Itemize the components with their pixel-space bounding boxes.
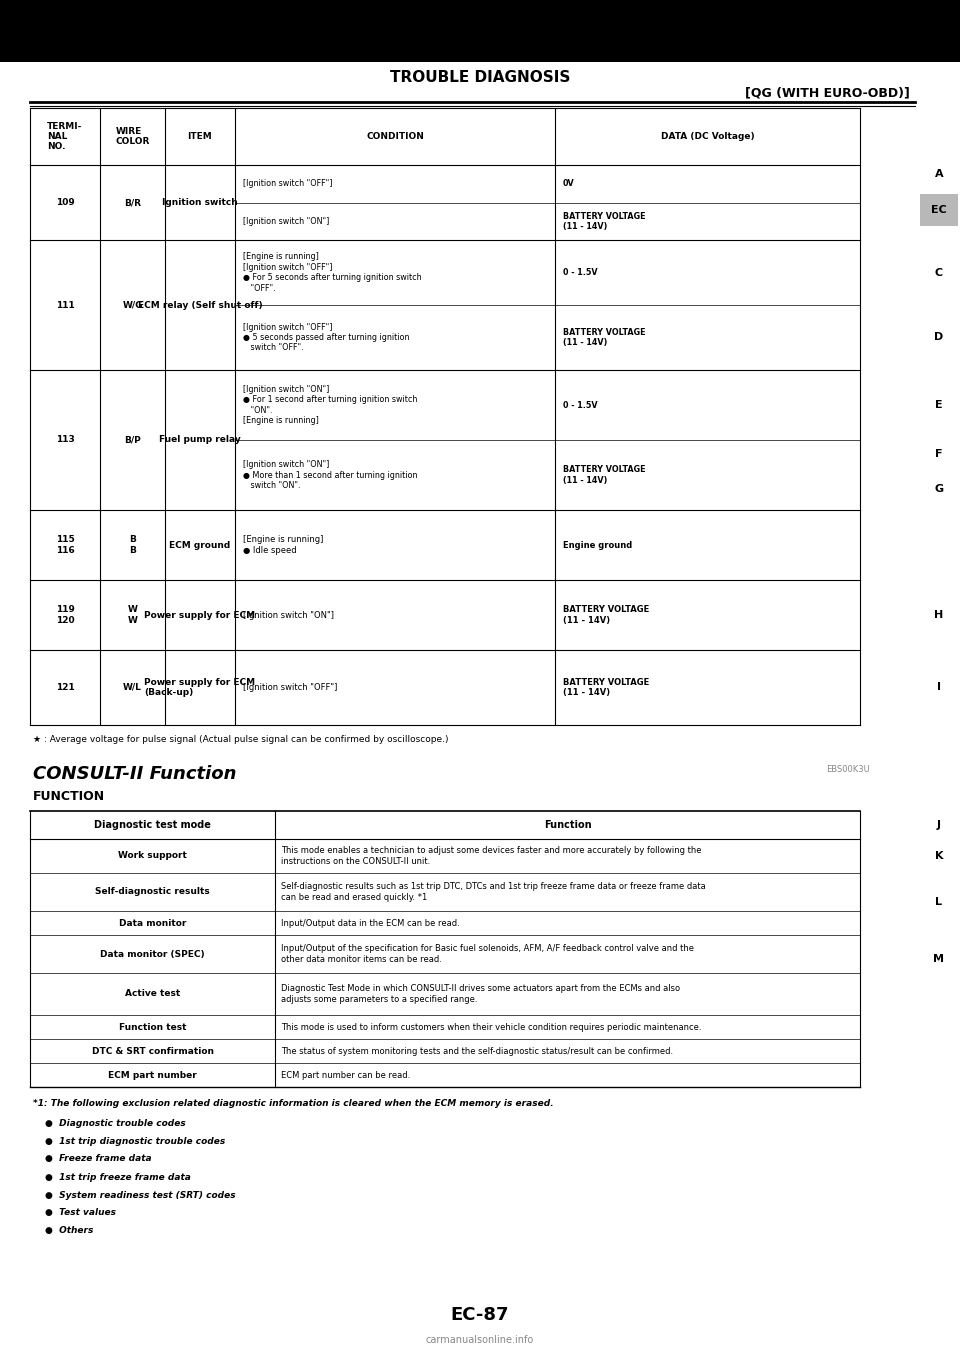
Text: ●  1st trip diagnostic trouble codes: ● 1st trip diagnostic trouble codes (45, 1137, 226, 1146)
Text: BATTERY VOLTAGE
(11 - 14V): BATTERY VOLTAGE (11 - 14V) (563, 678, 649, 697)
Text: 0V: 0V (563, 179, 575, 189)
Text: Input/Output of the specification for Basic fuel solenoids, AFM, A/F feedback co: Input/Output of the specification for Ba… (281, 944, 694, 964)
Text: [Ignition switch "ON"]: [Ignition switch "ON"] (243, 217, 329, 225)
Text: Function test: Function test (119, 1023, 186, 1032)
Text: B/P: B/P (124, 436, 141, 444)
Text: [Ignition switch "OFF"]: [Ignition switch "OFF"] (243, 683, 337, 693)
Text: ITEM: ITEM (187, 132, 212, 141)
Bar (920, 194, 958, 225)
Text: Power supply for ECM: Power supply for ECM (144, 611, 255, 619)
Text: FUNCTION: FUNCTION (33, 789, 106, 803)
Text: J: J (937, 820, 941, 830)
Text: Fuel pump relay: Fuel pump relay (159, 436, 241, 444)
Text: CONDITION: CONDITION (366, 132, 424, 141)
Text: ●  Test values: ● Test values (45, 1209, 116, 1218)
Text: ●  Freeze frame data: ● Freeze frame data (45, 1154, 152, 1164)
Text: ●  1st trip freeze frame data: ● 1st trip freeze frame data (45, 1172, 191, 1181)
Text: W
W: W W (128, 606, 137, 625)
Text: BATTERY VOLTAGE
(11 - 14V): BATTERY VOLTAGE (11 - 14V) (563, 466, 645, 485)
Text: I: I (937, 683, 941, 693)
Text: ★ : Average voltage for pulse signal (Actual pulse signal can be confirmed by os: ★ : Average voltage for pulse signal (Ac… (33, 735, 448, 743)
Text: C: C (935, 268, 943, 277)
Text: ECM part number: ECM part number (108, 1070, 197, 1080)
Text: This mode enables a technician to adjust some devices faster and more accurately: This mode enables a technician to adjust… (281, 846, 702, 865)
Text: 0 - 1.5V: 0 - 1.5V (563, 268, 598, 277)
Text: [Ignition switch "ON"]
● For 1 second after turning ignition switch
   "ON".
[En: [Ignition switch "ON"] ● For 1 second af… (243, 384, 418, 425)
Text: carmanualsonline.info: carmanualsonline.info (426, 1335, 534, 1344)
Text: ●  Diagnostic trouble codes: ● Diagnostic trouble codes (45, 1119, 185, 1127)
Text: 0 - 1.5V: 0 - 1.5V (563, 401, 598, 410)
Text: [Engine is running]
[Ignition switch "OFF"]
● For 5 seconds after turning igniti: [Engine is running] [Ignition switch "OF… (243, 253, 421, 292)
Text: Input/Output data in the ECM can be read.: Input/Output data in the ECM can be read… (281, 918, 460, 928)
Text: M: M (933, 955, 945, 964)
Text: TROUBLE DIAGNOSIS: TROUBLE DIAGNOSIS (390, 71, 570, 86)
Text: The status of system monitoring tests and the self-diagnostic status/result can : The status of system monitoring tests an… (281, 1047, 673, 1055)
Text: EBS00K3U: EBS00K3U (827, 765, 870, 774)
Text: ECM relay (Self shut off): ECM relay (Self shut off) (137, 300, 262, 310)
Text: Work support: Work support (118, 851, 187, 861)
Text: A: A (935, 168, 944, 179)
Text: E: E (935, 401, 943, 410)
Text: ●  Others: ● Others (45, 1226, 93, 1236)
Text: TERMI-
NAL
NO.: TERMI- NAL NO. (47, 122, 83, 151)
Text: *1: The following exclusion related diagnostic information is cleared when the E: *1: The following exclusion related diag… (33, 1099, 554, 1108)
Text: 113: 113 (56, 436, 74, 444)
Text: This mode is used to inform customers when their vehicle condition requires peri: This mode is used to inform customers wh… (281, 1023, 702, 1032)
Text: Diagnostic test mode: Diagnostic test mode (94, 820, 211, 830)
Text: ●  System readiness test (SRT) codes: ● System readiness test (SRT) codes (45, 1191, 235, 1199)
Text: Function: Function (543, 820, 591, 830)
Text: Active test: Active test (125, 990, 180, 998)
Text: B/R: B/R (124, 198, 141, 206)
Text: EC-87: EC-87 (451, 1306, 509, 1324)
Text: Self-diagnostic results such as 1st trip DTC, DTCs and 1st trip freeze frame dat: Self-diagnostic results such as 1st trip… (281, 883, 706, 902)
Text: Engine ground: Engine ground (563, 540, 633, 550)
Text: Ignition switch: Ignition switch (162, 198, 238, 206)
Text: W/L: W/L (123, 683, 142, 693)
Text: G: G (934, 483, 944, 494)
Text: Self-diagnostic results: Self-diagnostic results (95, 888, 210, 896)
Text: [QG (WITH EURO-OBD)]: [QG (WITH EURO-OBD)] (745, 87, 910, 99)
Text: BATTERY VOLTAGE
(11 - 14V): BATTERY VOLTAGE (11 - 14V) (563, 327, 645, 348)
Text: Diagnostic Test Mode in which CONSULT-II drives some actuators apart from the EC: Diagnostic Test Mode in which CONSULT-II… (281, 985, 680, 1004)
Text: CONSULT-II Function: CONSULT-II Function (33, 765, 236, 784)
Text: DTC & SRT confirmation: DTC & SRT confirmation (91, 1047, 213, 1055)
Text: ECM ground: ECM ground (169, 540, 230, 550)
Text: [Engine is running]
● Idle speed: [Engine is running] ● Idle speed (243, 535, 324, 554)
Text: Data monitor (SPEC): Data monitor (SPEC) (100, 949, 204, 959)
Text: B
B: B B (129, 535, 136, 554)
Text: 121: 121 (56, 683, 74, 693)
Text: [Ignition switch "ON"]
● More than 1 second after turning ignition
   switch "ON: [Ignition switch "ON"] ● More than 1 sec… (243, 460, 418, 490)
Text: [Ignition switch "OFF"]: [Ignition switch "OFF"] (243, 179, 332, 189)
Text: L: L (935, 898, 943, 907)
Text: 109: 109 (56, 198, 74, 206)
Text: 119
120: 119 120 (56, 606, 75, 625)
Text: [Ignition switch "ON"]: [Ignition switch "ON"] (243, 611, 334, 619)
Text: WIRE
COLOR: WIRE COLOR (115, 126, 150, 147)
Text: F: F (935, 449, 943, 459)
Text: 111: 111 (56, 300, 74, 310)
Text: 115
116: 115 116 (56, 535, 74, 554)
Text: ECM part number can be read.: ECM part number can be read. (281, 1070, 410, 1080)
Text: Data monitor: Data monitor (119, 918, 186, 928)
Text: H: H (934, 610, 944, 621)
Text: EC: EC (931, 205, 947, 215)
Text: K: K (935, 851, 944, 861)
Text: W/G: W/G (122, 300, 143, 310)
Text: Power supply for ECM
(Back-up): Power supply for ECM (Back-up) (144, 678, 255, 697)
Text: D: D (934, 333, 944, 342)
Text: BATTERY VOLTAGE
(11 - 14V): BATTERY VOLTAGE (11 - 14V) (563, 606, 649, 625)
Text: [Ignition switch "OFF"]
● 5 seconds passed after turning ignition
   switch "OFF: [Ignition switch "OFF"] ● 5 seconds pass… (243, 323, 410, 352)
Text: DATA (DC Voltage): DATA (DC Voltage) (660, 132, 755, 141)
Bar (0, 0, 960, 62)
Text: BATTERY VOLTAGE
(11 - 14V): BATTERY VOLTAGE (11 - 14V) (563, 212, 645, 231)
